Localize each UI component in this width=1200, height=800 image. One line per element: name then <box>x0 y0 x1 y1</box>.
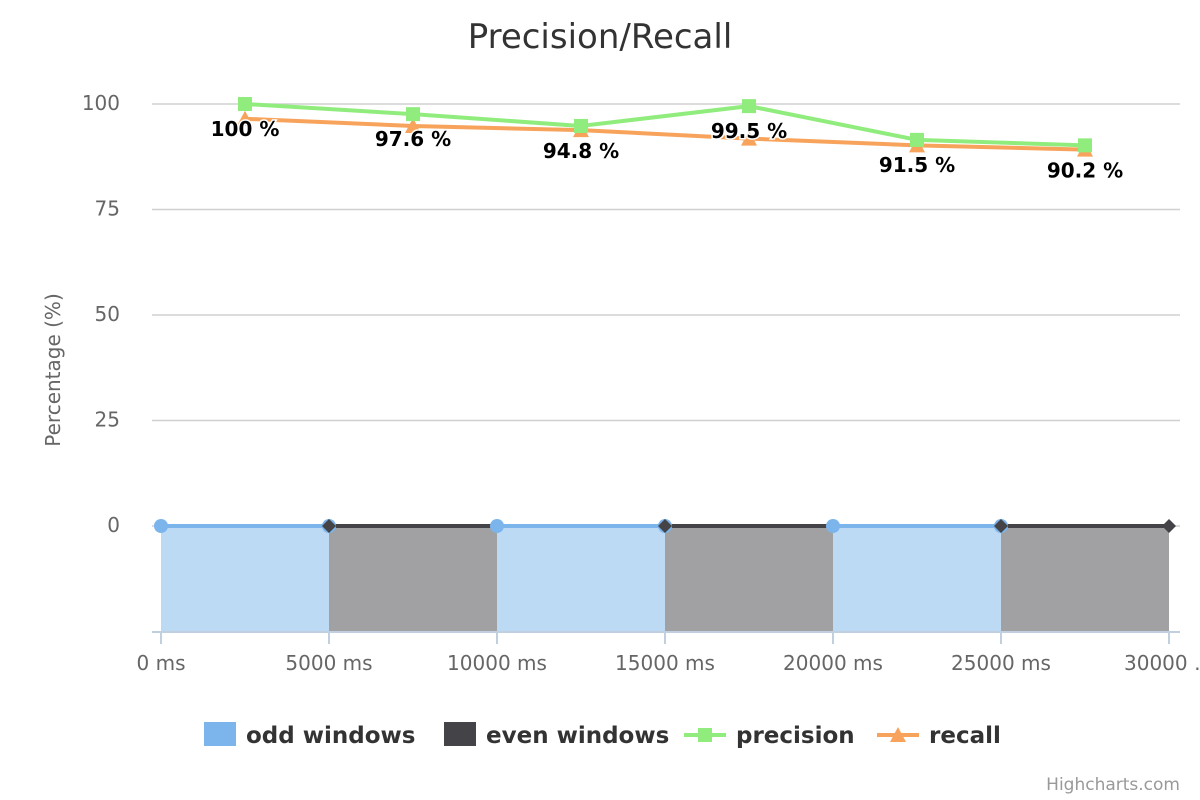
recall-point <box>237 110 253 126</box>
even-windows-area <box>1001 526 1169 632</box>
grid-layer <box>152 103 1180 527</box>
even-windows-area <box>329 526 497 632</box>
odd-windows-point <box>490 519 504 533</box>
legend-item-odd-windows[interactable]: odd windows <box>204 722 415 749</box>
legend-item-recall[interactable]: recall <box>877 723 1001 749</box>
even-windows-point <box>322 519 336 533</box>
x-tick-label: 15000 ms <box>615 651 715 675</box>
y-axis-title: Percentage (%) <box>41 293 65 446</box>
odd-windows-area <box>497 526 665 632</box>
recall-point <box>741 130 757 146</box>
x-tick-label: 0 ms <box>137 651 186 675</box>
legend-label: even windows <box>486 723 669 749</box>
precision-data-label: 100 % <box>211 117 280 141</box>
odd-windows-point <box>154 519 168 533</box>
y-tick-label: 0 <box>107 513 120 537</box>
legend-item-even-windows[interactable]: even windows <box>444 722 669 749</box>
x-tick-label: 20000 ms <box>783 651 883 675</box>
precision-point <box>406 107 420 122</box>
even-windows-point <box>658 519 672 533</box>
window-layer <box>154 519 1176 632</box>
recall-point <box>405 117 421 133</box>
legend-label: odd windows <box>246 723 415 749</box>
y-tick-label: 25 <box>95 408 120 432</box>
precision-point <box>574 118 588 133</box>
y-tick-label: 50 <box>95 302 120 326</box>
x-tick-label: 10000 ms <box>447 651 547 675</box>
precision-point <box>1078 138 1092 153</box>
legend-symbol <box>204 722 236 746</box>
legend-label: recall <box>929 723 1001 749</box>
recall-line <box>244 116 1086 152</box>
even-windows-area <box>665 526 833 632</box>
legend-symbol <box>444 722 476 746</box>
y-tick-label: 100 <box>82 91 120 115</box>
precision-data-label: 97.6 % <box>375 127 451 151</box>
y-tick-label: 75 <box>95 197 120 221</box>
even-windows-point <box>994 519 1008 533</box>
legend: odd windows even windows precision recall <box>204 722 1001 749</box>
precision-line <box>244 102 1086 148</box>
legend-symbol-marker <box>698 728 712 742</box>
x-tick-label: 25000 ms <box>951 651 1051 675</box>
precision-data-label: 94.8 % <box>543 139 619 163</box>
odd-windows-area <box>161 526 329 632</box>
precision-point <box>238 97 252 111</box>
label-layer: 100 % 97.6 % 94.8 % 99.5 % 91.5 % 90.2 % <box>209 116 1125 184</box>
x-tick-label: 5000 ms <box>285 651 372 675</box>
precision-data-label: 91.5 % <box>879 153 955 177</box>
odd-windows-point <box>826 519 840 533</box>
credits-link[interactable]: Highcharts.com <box>1046 775 1180 795</box>
chart-title: Precision/Recall <box>468 17 733 57</box>
legend-item-precision[interactable]: precision <box>684 723 855 749</box>
axis-layer: 0 25 50 75 100 0 ms 5000 ms 10000 ms 15000 ms 200… <box>82 91 1200 675</box>
x-tick-label: 30000 … <box>1124 651 1200 675</box>
precision-data-label: 99.5 % <box>711 119 787 143</box>
precision-point <box>742 99 756 114</box>
series-layer <box>237 97 1093 157</box>
precision-data-label: 90.2 % <box>1047 158 1123 182</box>
even-windows-point <box>1162 519 1176 533</box>
odd-windows-area <box>833 526 1001 632</box>
precision-point <box>910 132 924 147</box>
legend-symbol-marker <box>890 727 906 742</box>
legend-label: precision <box>736 723 855 749</box>
